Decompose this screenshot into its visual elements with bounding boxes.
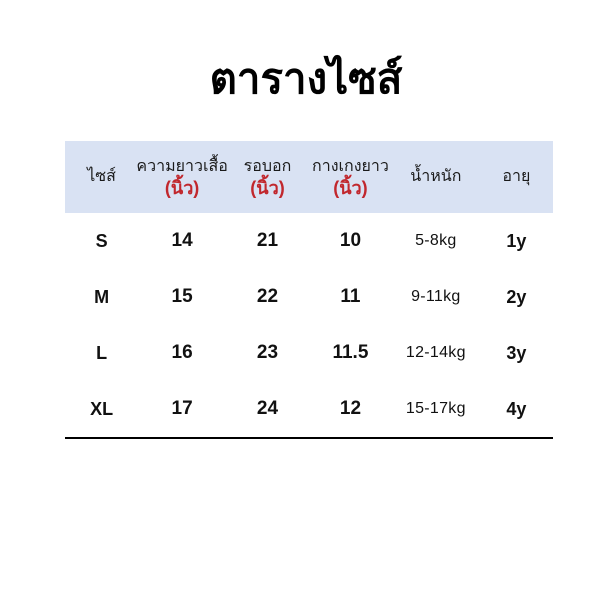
cell-chest: 22 xyxy=(256,286,279,307)
header-label-chest: รอบอก xyxy=(243,158,292,176)
cell-size: L xyxy=(96,342,108,363)
table-row: S 14 21 10 5-8kg 1y xyxy=(65,213,553,269)
cell-age: 4y xyxy=(506,398,527,419)
cell-weight: 15-17kg xyxy=(405,400,466,417)
cell-weight: 9-11kg xyxy=(411,288,461,305)
cell-age: 1y xyxy=(506,230,527,251)
size-table: ไซส์ ความยาวเสื้อ (นิ้ว) รอบอก (นิ้ว) กา… xyxy=(65,141,553,439)
header-label-weight: น้ำหนัก xyxy=(410,168,462,186)
cell-chest: 21 xyxy=(256,230,279,251)
cell-shirt-length: 14 xyxy=(171,230,193,251)
header-unit-chest: (นิ้ว) xyxy=(250,178,285,199)
cell-size: XL xyxy=(90,398,114,419)
cell-weight: 12-14kg xyxy=(405,344,466,361)
cell-size: S xyxy=(95,230,108,251)
header-label-age: อายุ xyxy=(502,168,531,186)
cell-shirt-length: 17 xyxy=(171,398,193,419)
cell-shirt-length: 15 xyxy=(171,286,193,307)
cell-age: 2y xyxy=(506,286,527,307)
cell-pants-length: 12 xyxy=(339,398,362,419)
table-header-row: ไซส์ ความยาวเสื้อ (นิ้ว) รอบอก (นิ้ว) กา… xyxy=(65,141,553,213)
header-cell-chest: รอบอก (นิ้ว) xyxy=(226,141,309,213)
header-cell-shirt-length: ความยาวเสื้อ (นิ้ว) xyxy=(136,141,228,213)
header-unit-pants-length: (นิ้ว) xyxy=(333,178,368,199)
header-label-pants-length: กางเกงยาว xyxy=(312,158,389,176)
header-label-size: ไซส์ xyxy=(87,168,116,186)
header-label-shirt-length: ความยาวเสื้อ xyxy=(136,158,228,176)
table-row: L 16 23 11.5 12-14kg 3y xyxy=(65,325,553,381)
header-unit-shirt-length: (นิ้ว) xyxy=(164,178,200,199)
cell-age: 3y xyxy=(506,342,527,363)
table-row: XL 17 24 12 15-17kg 4y xyxy=(65,381,553,437)
header-cell-age: อายุ xyxy=(480,141,553,213)
cell-chest: 23 xyxy=(256,342,279,363)
cell-pants-length: 10 xyxy=(339,230,362,251)
page-title: ตารางไซส์ xyxy=(209,54,403,103)
cell-shirt-length: 16 xyxy=(171,342,193,363)
cell-pants-length: 11.5 xyxy=(332,342,369,363)
table-row: M 15 22 11 9-11kg 2y xyxy=(65,269,553,325)
header-cell-weight: น้ำหนัก xyxy=(392,141,480,213)
header-cell-size: ไซส์ xyxy=(65,141,138,213)
cell-size: M xyxy=(94,286,110,307)
cell-weight: 5-8kg xyxy=(415,232,457,249)
header-cell-pants-length: กางเกงยาว (นิ้ว) xyxy=(309,141,392,213)
cell-chest: 24 xyxy=(256,398,279,419)
cell-pants-length: 11 xyxy=(340,286,361,307)
